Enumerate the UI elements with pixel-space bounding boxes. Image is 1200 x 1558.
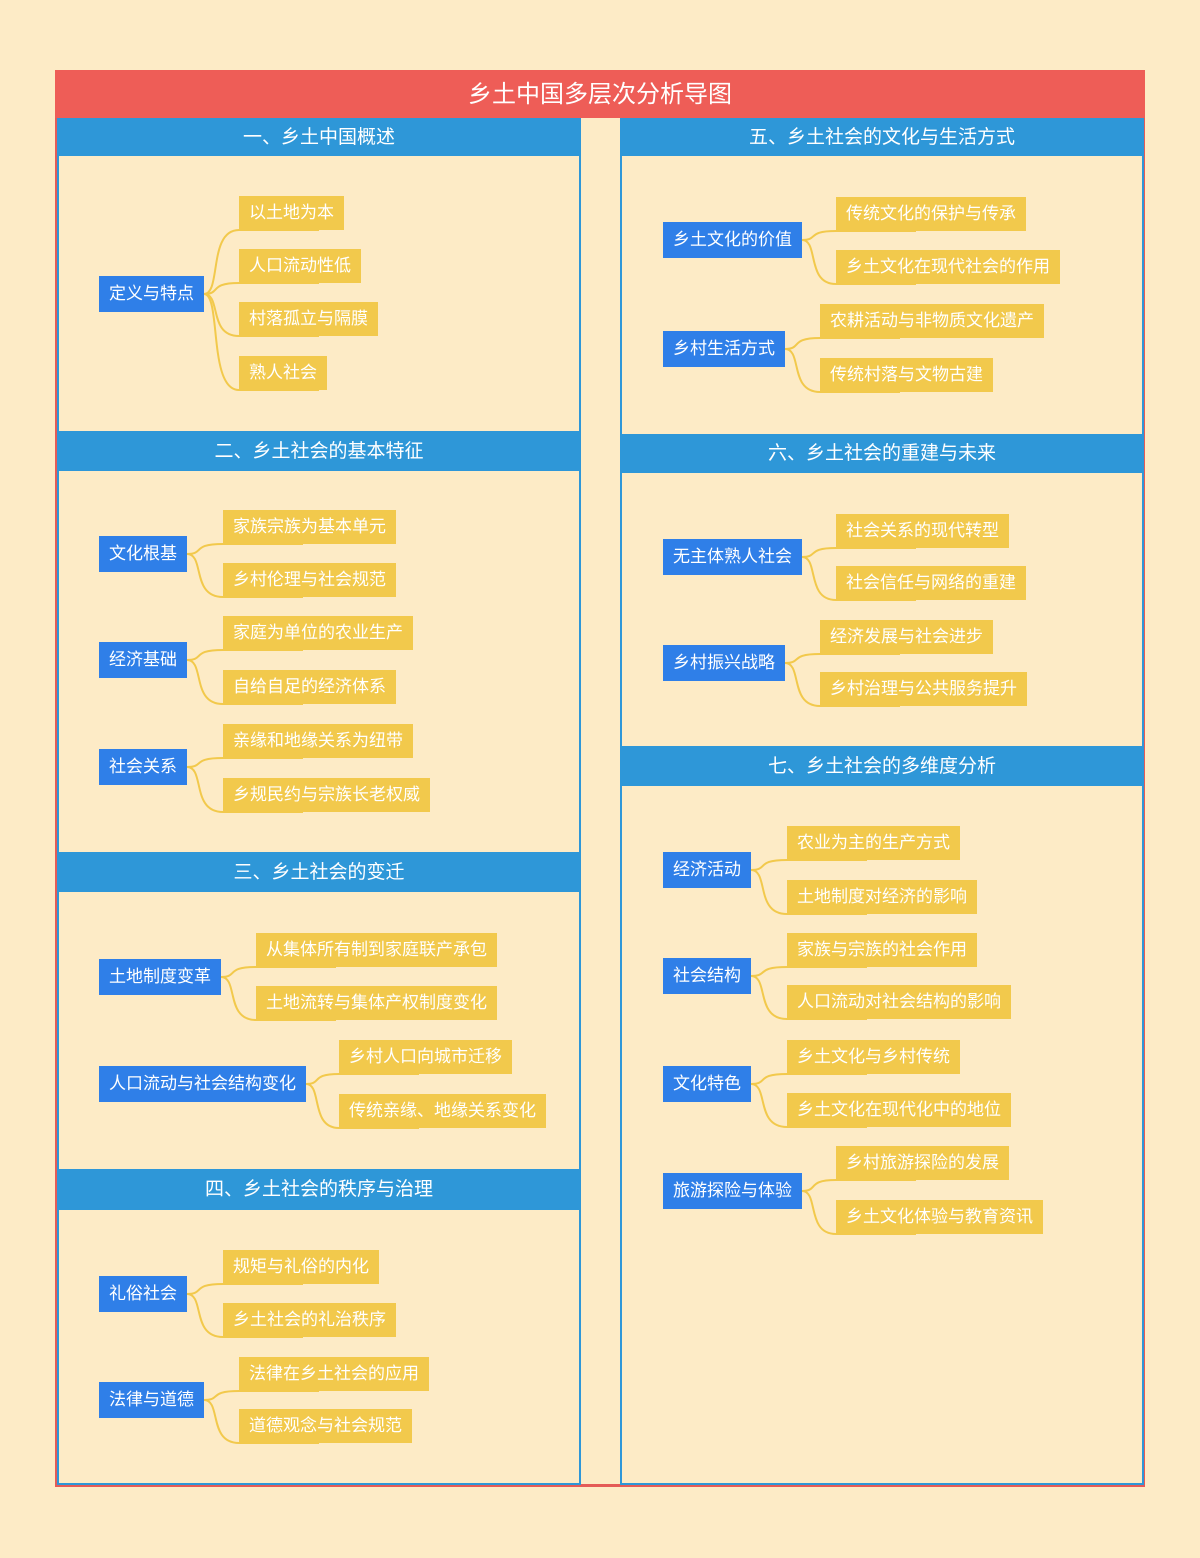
subtopic-node[interactable]: 乡土文化与乡村传统 [787, 1040, 960, 1074]
topic-node[interactable]: 乡村生活方式 [663, 331, 785, 367]
subtopic-node[interactable]: 道德观念与社会规范 [239, 1409, 412, 1443]
subtopic-node[interactable]: 土地制度对经济的影响 [787, 880, 977, 914]
topic-node[interactable]: 人口流动与社会结构变化 [99, 1066, 306, 1102]
subtopic-node[interactable]: 乡土文化体验与教育资讯 [836, 1200, 1043, 1234]
topic-node[interactable]: 文化根基 [99, 536, 187, 572]
subtopic-node[interactable]: 传统村落与文物古建 [820, 358, 993, 392]
mindmap-title: 乡土中国多层次分析导图 [55, 70, 1145, 118]
subtopic-node[interactable]: 从集体所有制到家庭联产承包 [256, 933, 497, 967]
topic-node[interactable]: 文化特色 [663, 1066, 751, 1102]
subtopic-node[interactable]: 社会关系的现代转型 [836, 514, 1009, 548]
subtopic-node[interactable]: 规矩与礼俗的内化 [223, 1250, 379, 1284]
subtopic-node[interactable]: 经济发展与社会进步 [820, 620, 993, 654]
topic-node[interactable]: 礼俗社会 [99, 1276, 187, 1312]
subtopic-node[interactable]: 乡村旅游探险的发展 [836, 1146, 1009, 1180]
left-column: 一、乡土中国概述 二、乡土社会的基本特征 三、乡土社会的变迁 四、乡土社会的秩序与治理 [57, 118, 581, 1485]
section-header: 一、乡土中国概述 [59, 118, 579, 156]
subtopic-node[interactable]: 家族宗族为基本单元 [223, 510, 396, 544]
topic-node[interactable]: 社会结构 [663, 958, 751, 994]
subtopic-node[interactable]: 土地流转与集体产权制度变化 [256, 986, 497, 1020]
topic-node[interactable]: 经济基础 [99, 642, 187, 678]
topic-node[interactable]: 土地制度变革 [99, 959, 221, 995]
topic-node[interactable]: 社会关系 [99, 749, 187, 785]
subtopic-node[interactable]: 传统文化的保护与传承 [836, 197, 1026, 231]
topic-node[interactable]: 定义与特点 [99, 276, 204, 312]
subtopic-node[interactable]: 家庭为单位的农业生产 [223, 616, 413, 650]
subtopic-node[interactable]: 乡规民约与宗族长老权威 [223, 778, 430, 812]
topic-node[interactable]: 乡村振兴战略 [663, 645, 785, 681]
subtopic-node[interactable]: 人口流动性低 [239, 249, 361, 283]
subtopic-node[interactable]: 法律在乡土社会的应用 [239, 1357, 429, 1391]
subtopic-node[interactable]: 社会信任与网络的重建 [836, 566, 1026, 600]
subtopic-node[interactable]: 人口流动对社会结构的影响 [787, 985, 1011, 1019]
section-header: 六、乡土社会的重建与未来 [622, 434, 1142, 473]
subtopic-node[interactable]: 乡土文化在现代社会的作用 [836, 250, 1060, 284]
subtopic-node[interactable]: 乡村伦理与社会规范 [223, 563, 396, 597]
subtopic-node[interactable]: 自给自足的经济体系 [223, 670, 396, 704]
subtopic-node[interactable]: 村落孤立与隔膜 [239, 302, 378, 336]
section-header: 四、乡土社会的秩序与治理 [59, 1169, 579, 1210]
section-header: 三、乡土社会的变迁 [59, 852, 579, 892]
subtopic-node[interactable]: 亲缘和地缘关系为纽带 [223, 724, 413, 758]
subtopic-node[interactable]: 以土地为本 [239, 196, 344, 230]
topic-node[interactable]: 法律与道德 [99, 1382, 204, 1418]
subtopic-node[interactable]: 农耕活动与非物质文化遗产 [820, 304, 1044, 338]
right-column: 五、乡土社会的文化与生活方式 六、乡土社会的重建与未来 七、乡土社会的多维度分析 [620, 118, 1144, 1485]
subtopic-node[interactable]: 乡村治理与公共服务提升 [820, 672, 1027, 706]
topic-node[interactable]: 乡土文化的价值 [663, 222, 802, 258]
subtopic-node[interactable]: 熟人社会 [239, 356, 327, 390]
topic-node[interactable]: 旅游探险与体验 [663, 1173, 802, 1209]
subtopic-node[interactable]: 乡村人口向城市迁移 [339, 1040, 512, 1074]
subtopic-node[interactable]: 乡土社会的礼治秩序 [223, 1303, 396, 1337]
topic-node[interactable]: 无主体熟人社会 [663, 539, 802, 575]
topic-node[interactable]: 经济活动 [663, 852, 751, 888]
section-header: 七、乡土社会的多维度分析 [622, 746, 1142, 786]
subtopic-node[interactable]: 农业为主的生产方式 [787, 826, 960, 860]
subtopic-node[interactable]: 传统亲缘、地缘关系变化 [339, 1094, 546, 1128]
subtopic-node[interactable]: 乡土文化在现代化中的地位 [787, 1093, 1011, 1127]
section-header: 五、乡土社会的文化与生活方式 [622, 118, 1142, 156]
section-header: 二、乡土社会的基本特征 [59, 431, 579, 471]
subtopic-node[interactable]: 家族与宗族的社会作用 [787, 933, 977, 967]
